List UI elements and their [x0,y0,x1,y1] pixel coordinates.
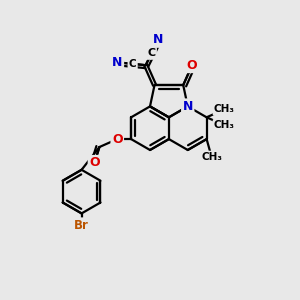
Text: C: C [129,59,136,69]
Text: N: N [112,56,123,69]
Text: N: N [183,100,193,113]
Text: N: N [153,33,164,46]
Text: O: O [112,133,123,146]
Text: CH₃: CH₃ [201,152,222,162]
Text: O: O [89,156,100,170]
Text: CH₃: CH₃ [214,120,235,130]
Text: O: O [187,59,197,72]
Text: Br: Br [74,219,89,232]
Text: CH₃: CH₃ [214,104,235,114]
Text: C: C [148,49,156,58]
